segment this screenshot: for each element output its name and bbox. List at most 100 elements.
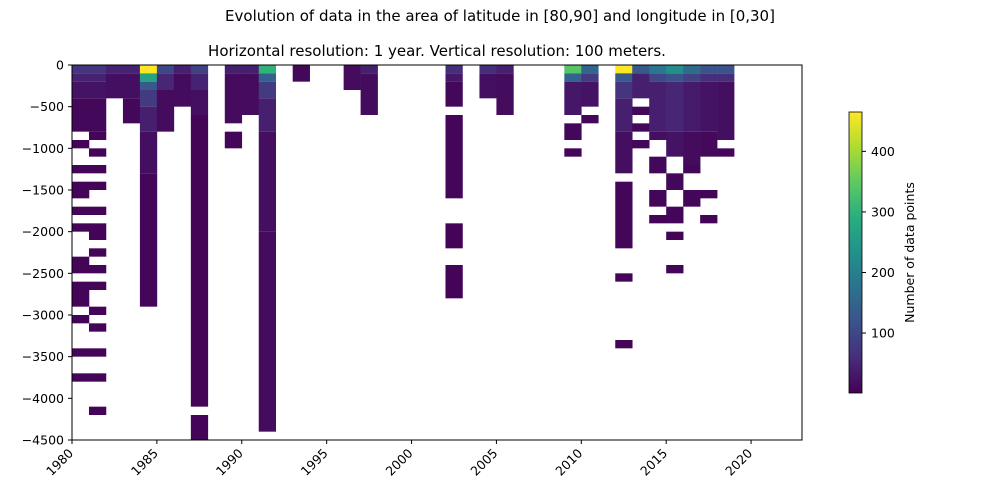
heatmap-cell bbox=[139, 81, 158, 90]
heatmap-cell bbox=[88, 206, 107, 215]
heatmap-cell bbox=[190, 73, 209, 90]
heatmap-cell bbox=[88, 248, 107, 257]
heatmap-cell bbox=[190, 415, 209, 440]
heatmap-cell bbox=[88, 165, 107, 174]
heatmap-cell bbox=[72, 315, 90, 324]
y-tick-label: 0 bbox=[56, 58, 64, 73]
y-axis: 0 −500 −1000 −1500 −2000 −2500 −3000 −3500 −4000… bbox=[22, 58, 72, 448]
heatmap-cell bbox=[700, 131, 718, 157]
heatmap-cell bbox=[72, 223, 90, 232]
heatmap-cell bbox=[190, 90, 209, 115]
heatmap-cell bbox=[649, 73, 667, 82]
x-tick-label: 2010 bbox=[552, 445, 585, 478]
colorbar-tick-label: 400 bbox=[871, 144, 895, 159]
heatmap-cell bbox=[88, 148, 107, 157]
y-tick-label: −3500 bbox=[22, 349, 64, 364]
heatmap-cell bbox=[360, 73, 378, 115]
heatmap-cell bbox=[632, 140, 650, 149]
heatmap-cell bbox=[88, 73, 107, 82]
heatmap-cell bbox=[683, 73, 701, 82]
y-tick-label: −1000 bbox=[22, 141, 64, 156]
heatmap-cell bbox=[632, 73, 650, 99]
heatmap-cell bbox=[72, 181, 90, 199]
chart-title: Horizontal resolution: 1 year. Vertical … bbox=[208, 42, 666, 60]
heatmap-cell bbox=[139, 90, 158, 107]
colorbar-tick-label: 200 bbox=[871, 265, 895, 280]
x-tick-label: 2005 bbox=[467, 446, 500, 479]
heatmap-cell bbox=[241, 65, 260, 74]
heatmap-cell bbox=[700, 73, 718, 82]
heatmap-cell bbox=[139, 106, 158, 132]
heatmap-cell bbox=[581, 73, 599, 82]
heatmap-cell bbox=[615, 181, 633, 249]
heatmap-cell bbox=[615, 73, 633, 82]
heatmap-cell bbox=[156, 65, 175, 74]
heatmap-cell bbox=[156, 90, 175, 132]
heatmap-cell bbox=[632, 106, 650, 115]
heatmap-cell bbox=[445, 265, 463, 299]
heatmap-cell bbox=[445, 81, 463, 107]
heatmap-cell bbox=[666, 73, 684, 82]
heatmap-cell bbox=[649, 81, 667, 132]
heatmap-cell bbox=[666, 206, 684, 224]
x-tick-label: 1990 bbox=[213, 445, 246, 478]
heatmap-cell bbox=[564, 148, 582, 157]
heatmap-cell bbox=[88, 406, 107, 415]
y-tick-label: −1500 bbox=[22, 183, 64, 198]
heatmap-cell bbox=[88, 265, 107, 274]
plot-frame bbox=[71, 64, 803, 441]
heatmap-cell bbox=[88, 98, 107, 132]
colorbar-tick-label: 100 bbox=[871, 326, 895, 341]
heatmap-cell bbox=[666, 65, 684, 74]
heatmap-cell bbox=[139, 131, 158, 174]
y-tick-label: −3000 bbox=[22, 308, 64, 323]
heatmap-cell bbox=[445, 73, 463, 82]
heatmap-cell bbox=[666, 231, 684, 240]
heatmap-cell bbox=[88, 373, 107, 382]
colorbar-gradient bbox=[848, 111, 863, 394]
heatmap-cell bbox=[72, 373, 90, 382]
x-tick-label: 1980 bbox=[43, 445, 76, 478]
x-tick-label: 2000 bbox=[383, 445, 416, 478]
heatmap-cell bbox=[632, 65, 650, 74]
heatmap-cell bbox=[122, 98, 141, 124]
heatmap-cell bbox=[683, 190, 701, 207]
heatmap-cell bbox=[88, 281, 107, 290]
heatmap-cell bbox=[615, 273, 633, 282]
heatmap-cell bbox=[72, 281, 90, 307]
heatmap-cell bbox=[683, 131, 701, 165]
colorbar-ticks: 100 200 300 400 bbox=[862, 144, 895, 341]
heatmap-cell bbox=[496, 73, 514, 115]
heatmap-cell bbox=[72, 206, 90, 215]
heatmap-cell bbox=[88, 306, 107, 315]
heatmap-cell bbox=[666, 173, 684, 190]
heatmap-cell bbox=[717, 148, 735, 157]
y-tick-label: −4000 bbox=[22, 391, 64, 406]
heatmap-cell bbox=[139, 65, 158, 74]
heatmap-cell bbox=[173, 73, 192, 107]
heatmap-cell bbox=[649, 215, 667, 224]
heatmap-cell bbox=[496, 65, 514, 74]
heatmap-cell bbox=[717, 65, 735, 74]
heatmap-cell bbox=[615, 81, 633, 99]
heatmap-cell bbox=[649, 65, 667, 74]
heatmap-cell bbox=[683, 165, 701, 174]
y-tick-label: −500 bbox=[30, 99, 64, 114]
y-tick-label: −4500 bbox=[22, 433, 64, 448]
heatmap-cell bbox=[700, 215, 718, 224]
heatmap-cell bbox=[88, 131, 107, 140]
heatmap-cell bbox=[88, 81, 107, 99]
heatmap-cell bbox=[666, 265, 684, 274]
heatmap-cell bbox=[241, 73, 260, 115]
heatmap-cell bbox=[258, 231, 277, 432]
heatmap-cell bbox=[88, 348, 107, 357]
heatmap-cell bbox=[72, 81, 90, 99]
x-tick-label: 1985 bbox=[128, 446, 161, 479]
x-tick-label: 1995 bbox=[298, 446, 331, 479]
heatmap-cell bbox=[564, 81, 582, 115]
heatmap-cells bbox=[72, 65, 735, 440]
heatmap-cell bbox=[258, 81, 277, 99]
heatmap-cell bbox=[615, 131, 633, 174]
heatmap-cell bbox=[649, 131, 667, 140]
heatmap-cell bbox=[343, 65, 361, 90]
